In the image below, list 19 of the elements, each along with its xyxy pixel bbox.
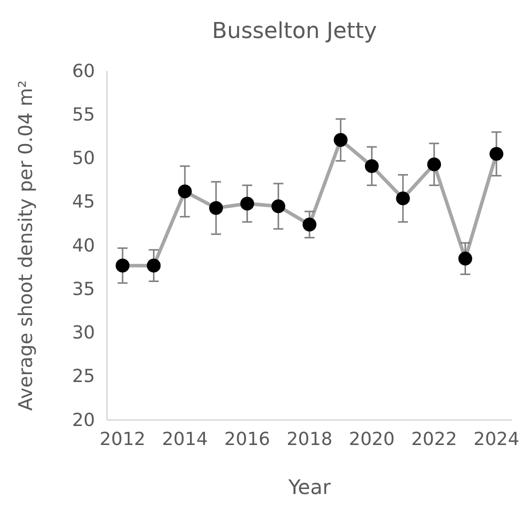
x-tick-label: 2020 [348, 428, 395, 450]
y-tick-label: 20 [72, 410, 95, 431]
y-axis-title: Average shoot density per 0.04 m² [15, 80, 37, 411]
y-tick-label: 40 [72, 235, 95, 256]
x-tick-label: 2016 [224, 428, 270, 450]
x-tick-label: 2022 [411, 428, 458, 450]
y-tick-label: 50 [72, 148, 95, 170]
y-tick-label: 45 [72, 192, 95, 213]
x-tick-label: 2024 [474, 428, 520, 450]
x-tick-label: 2012 [100, 428, 146, 450]
y-tick-label: 30 [72, 322, 95, 344]
x-tick-label: 2014 [162, 428, 208, 450]
y-tick-label: 25 [72, 366, 95, 388]
y-tick-label: 55 [72, 104, 95, 126]
y-tick-label: 60 [72, 60, 95, 82]
x-tick-label: 2018 [286, 428, 332, 450]
x-axis-title: Year [287, 475, 332, 499]
y-tick-label: 35 [72, 278, 95, 300]
chart-title: Busselton Jetty [212, 19, 377, 44]
